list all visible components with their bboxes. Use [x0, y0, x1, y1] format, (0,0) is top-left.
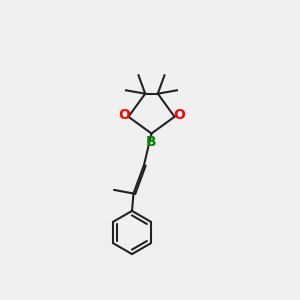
Text: O: O: [173, 108, 185, 122]
Text: B: B: [146, 135, 157, 149]
Text: O: O: [118, 108, 130, 122]
